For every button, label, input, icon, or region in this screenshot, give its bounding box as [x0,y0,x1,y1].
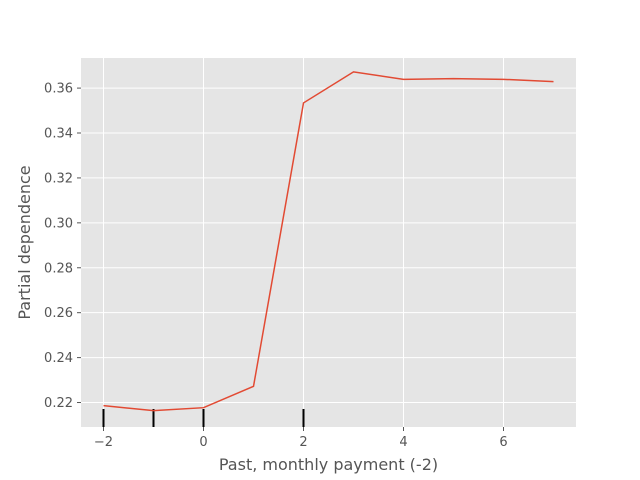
plot-area [81,58,576,427]
series-line [103,71,554,412]
x-tick-label: −2 [94,435,113,450]
x-axis-label: Past, monthly payment (-2) [219,455,438,474]
x-tick-label: 4 [399,435,407,450]
y-tick-label: 0.36 [44,82,73,97]
x-tick-label: 0 [199,435,207,450]
y-axis-ticks: 0.22 0.24 0.26 0.28 0.30 0.32 0.34 0.36 [44,82,81,411]
y-tick-label: 0.28 [44,261,73,276]
y-tick-label: 0.22 [44,396,73,411]
x-tick-label: 6 [499,435,507,450]
x-axis-ticks: −2 0 2 4 6 [94,427,508,450]
y-tick-label: 0.30 [44,216,73,231]
y-tick-label: 0.32 [44,171,73,186]
x-tick-label: 2 [299,435,307,450]
y-tick-label: 0.24 [44,351,73,366]
rug-ticks [102,409,305,427]
y-axis-label: Partial dependence [15,165,34,319]
y-tick-label: 0.26 [44,306,73,321]
y-tick-label: 0.34 [44,127,73,142]
